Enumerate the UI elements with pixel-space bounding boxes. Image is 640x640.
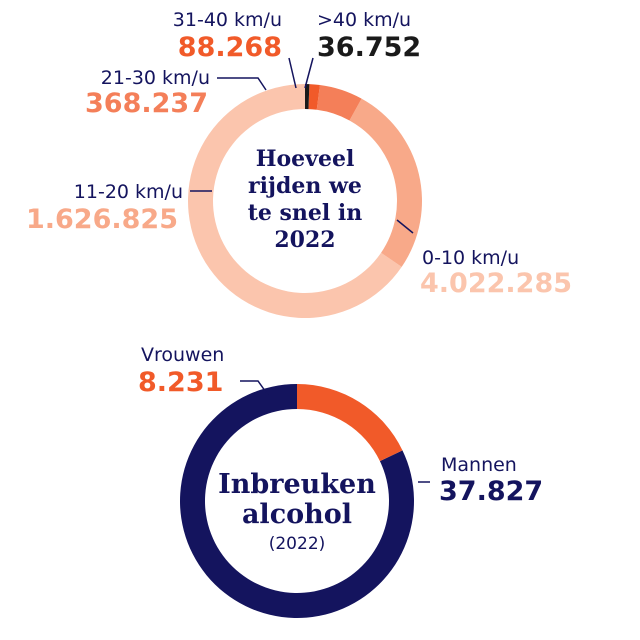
speeding-label-31-40: 31-40 km/u 88.268 (173, 9, 282, 63)
speeding-title-line-3: te snel in (248, 200, 363, 226)
speeding-donut-chart: Hoeveel rijden we te snel in 2022 0-10 k… (26, 9, 572, 318)
speeding-value-11-20: 1.626.825 (26, 204, 178, 235)
speeding-donut-title: Hoeveel rijden we te snel in 2022 (248, 146, 363, 253)
speeding-label-11-20: 11-20 km/u 1.626.825 (26, 181, 183, 235)
alcohol-title-line-2: alcohol (242, 499, 352, 530)
speeding-cat-21-30: 21-30 km/u (101, 67, 210, 89)
speeding-title-line-2: rijden we (248, 173, 362, 199)
speeding-value-gt40: 36.752 (317, 32, 421, 63)
speeding-cat-0-10: 0-10 km/u (422, 247, 519, 269)
alcohol-title-line-1: Inbreuken (218, 469, 376, 500)
alcohol-label-vrouwen: Vrouwen 8.231 (138, 344, 224, 398)
speeding-label-gt40: >40 km/u 36.752 (317, 9, 421, 63)
speeding-value-31-40: 88.268 (178, 32, 282, 63)
alcohol-value-vrouwen: 8.231 (138, 367, 223, 398)
speeding-slice-31-40-km-u (308, 84, 320, 110)
alcohol-value-mannen: 37.827 (439, 476, 543, 507)
speeding-cat-gt40: >40 km/u (317, 9, 411, 31)
leader-line-21-30 (217, 77, 267, 91)
speeding-label-0-10: 0-10 km/u 4.022.285 (420, 247, 572, 299)
leader-line-0-10 (396, 219, 414, 234)
speeding-leader-lines (190, 57, 414, 234)
alcohol-donut-title: Inbreuken alcohol (2022) (218, 469, 376, 554)
speeding-slice-21-30-km-u (316, 84, 362, 121)
speeding-slice-40-km-u (305, 84, 310, 110)
alcohol-slice-vrouwen (297, 384, 403, 462)
leader-line-gt40 (304, 57, 314, 89)
speeding-label-21-30: 21-30 km/u 368.237 (85, 67, 210, 119)
speeding-value-21-30: 368.237 (85, 88, 208, 119)
alcohol-subtitle: (2022) (269, 534, 326, 554)
speeding-value-0-10: 4.022.285 (420, 268, 572, 299)
speeding-title-line-1: Hoeveel (256, 146, 355, 172)
speeding-title-line-4: 2022 (274, 227, 335, 253)
speeding-cat-31-40: 31-40 km/u (173, 9, 282, 31)
alcohol-donut-chart: Inbreuken alcohol (2022) Vrouwen 8.231 M… (138, 344, 543, 619)
alcohol-cat-mannen: Mannen (441, 454, 517, 476)
alcohol-label-mannen: Mannen 37.827 (439, 454, 543, 507)
leader-line-vrouwen (240, 380, 269, 396)
alcohol-leader-lines (240, 380, 430, 483)
speeding-cat-11-20: 11-20 km/u (74, 181, 183, 203)
leader-line-31-40 (288, 57, 297, 89)
alcohol-cat-vrouwen: Vrouwen (141, 344, 224, 366)
